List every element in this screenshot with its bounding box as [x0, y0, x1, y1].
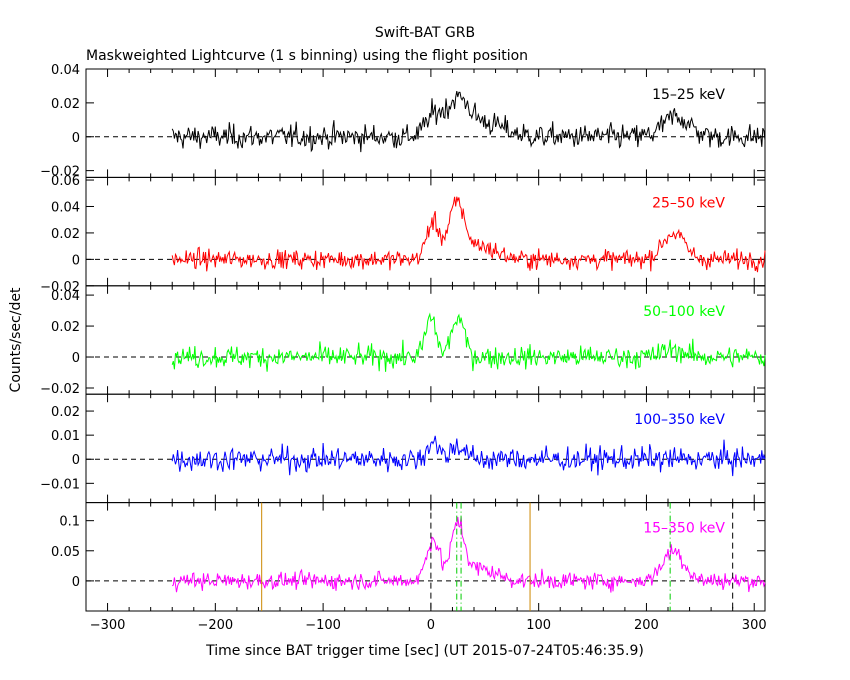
series-line	[171, 516, 766, 593]
x-tick-label: −200	[197, 618, 233, 633]
y-tick-label: −0.02	[40, 382, 80, 397]
series-line	[171, 91, 766, 153]
x-tick-label: −100	[305, 618, 341, 633]
x-tick-label: −300	[90, 618, 126, 633]
band-label: 15–350 keV	[643, 521, 725, 537]
panel-frame	[85, 285, 766, 395]
chart-title: Swift-BAT GRB	[375, 25, 475, 41]
panel-5: 0 0.05 0.1 15–350 keV −300 −200 −100 0 100 200 300	[51, 502, 767, 633]
band-label: 50–100 keV	[643, 304, 725, 320]
y-tick-label: 0.01	[51, 429, 80, 444]
y-tick-label: 0.04	[51, 289, 80, 304]
x-tick-label: 200	[634, 618, 659, 633]
y-tick-label: 0.02	[51, 227, 80, 242]
y-tick-label: 0	[72, 253, 80, 268]
y-tick-label: −0.01	[40, 477, 80, 492]
panels-group: −0.02 0 0.02 0.04 15–25 keV −0.02 0 0.02 0.04 0.0…	[40, 63, 766, 633]
y-tick-label: 0.04	[51, 63, 80, 78]
y-axis-label: Counts/sec/det	[8, 287, 24, 392]
y-tick-label: 0	[72, 453, 80, 468]
panel-frame	[85, 393, 766, 504]
y-tick-label: 0	[72, 131, 80, 146]
y-tick-label: 0.1	[59, 515, 80, 530]
panel-4: −0.01 0 0.01 0.02 100–350 keV	[40, 393, 766, 504]
panel-frame	[85, 502, 766, 612]
chart-subtitle: Maskweighted Lightcurve (1 s binning) us…	[86, 48, 528, 64]
y-tick-label: 0.02	[51, 405, 80, 420]
series-line	[171, 312, 766, 372]
y-tick-label: 0.02	[51, 320, 80, 335]
series-line	[171, 435, 766, 477]
y-tick-label: −0.02	[40, 165, 80, 180]
y-tick-label: 0	[72, 575, 80, 590]
panel-frame	[85, 176, 766, 287]
band-label: 25–50 keV	[652, 195, 725, 211]
band-label: 100–350 keV	[634, 412, 725, 428]
y-tick-label: −0.02	[40, 280, 80, 295]
y-tick-label: 0	[72, 351, 80, 366]
x-tick-label: 300	[742, 618, 767, 633]
y-tick-label: 0.04	[51, 200, 80, 215]
series-line	[171, 196, 766, 273]
y-tick-label: 0.06	[51, 174, 80, 189]
x-axis-label: Time since BAT trigger time [sec] (UT 20…	[205, 643, 644, 659]
y-tick-label: 0.02	[51, 97, 80, 112]
panel-1: −0.02 0 0.02 0.04 15–25 keV	[40, 63, 766, 180]
band-label: 15–25 keV	[652, 87, 725, 103]
x-tick-label: 100	[526, 618, 551, 633]
y-tick-label: 0.05	[51, 545, 80, 560]
panel-3: −0.02 0 0.02 0.04 50–100 keV	[40, 285, 766, 397]
x-tick-label: 0	[427, 618, 435, 633]
panel-2: −0.02 0 0.02 0.04 0.06 25–50 keV	[40, 174, 766, 295]
